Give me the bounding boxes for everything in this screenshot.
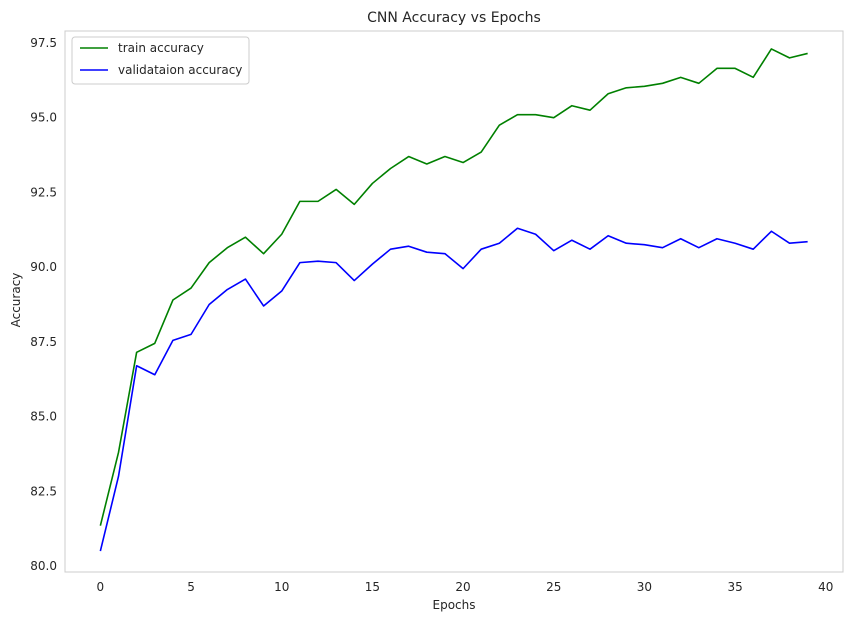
x-tick-label: 40	[818, 580, 833, 594]
x-tick-label: 20	[455, 580, 470, 594]
y-tick-label: 90.0	[30, 260, 57, 274]
y-tick-group: 80.0 82.5 85.0 87.5 90.0 92.5 95.0 97.5	[30, 36, 57, 573]
y-tick-label: 97.5	[30, 36, 57, 50]
series-line-validation-accuracy	[99, 227, 808, 552]
x-tick-label: 35	[727, 580, 742, 594]
legend-box	[71, 36, 250, 85]
x-tick-label: 25	[546, 580, 561, 594]
legend-label: train accuracy	[118, 41, 204, 55]
y-tick-label: 92.5	[30, 185, 57, 199]
x-tick-label: 5	[187, 580, 195, 594]
legend: train accuracy validataion accuracy	[71, 36, 250, 85]
x-axis-label: Epochs	[433, 598, 476, 612]
y-tick-label: 87.5	[30, 335, 57, 349]
y-tick-label: 80.0	[30, 559, 57, 573]
plot-area	[64, 30, 844, 573]
chart-title: CNN Accuracy vs Epochs	[367, 10, 541, 26]
x-tick-label: 10	[274, 580, 289, 594]
y-tick-label: 95.0	[30, 111, 57, 125]
x-tick-group: 0 5 10 15 20 25 30 35 40	[97, 580, 834, 594]
y-axis-label: Accuracy	[9, 273, 23, 328]
x-tick-label: 0	[97, 580, 105, 594]
x-tick-label: 15	[365, 580, 380, 594]
series-lines	[99, 48, 808, 552]
x-tick-label: 30	[637, 580, 652, 594]
legend-label: validataion accuracy	[118, 63, 242, 77]
series-line-train-accuracy	[99, 48, 808, 526]
y-tick-label: 85.0	[30, 410, 57, 424]
y-tick-label: 82.5	[30, 484, 57, 498]
